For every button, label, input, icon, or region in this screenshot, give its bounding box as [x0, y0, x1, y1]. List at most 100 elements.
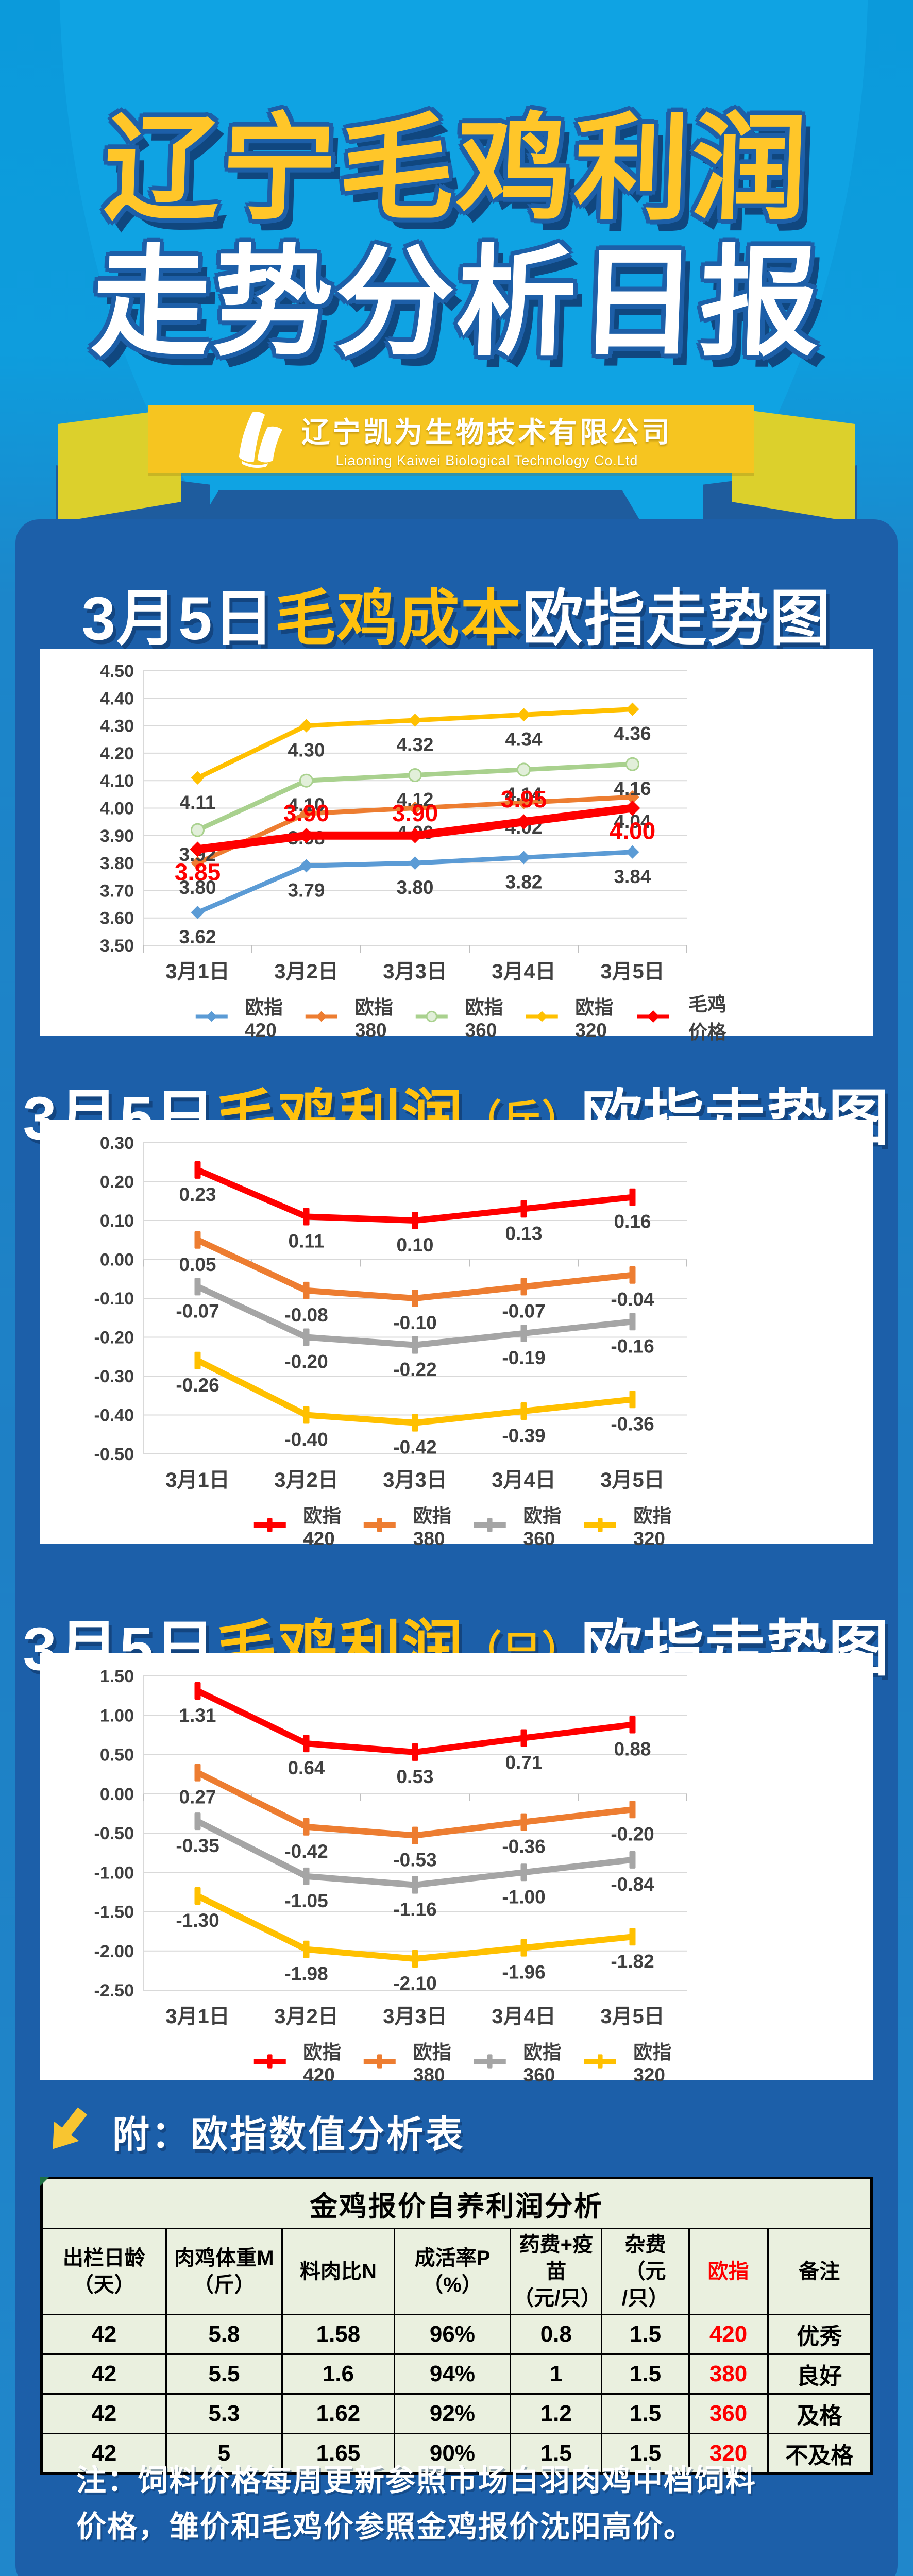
svg-text:3.62: 3.62	[179, 926, 216, 947]
svg-text:-0.19: -0.19	[502, 1347, 545, 1368]
svg-text:0.10: 0.10	[100, 1211, 134, 1231]
svg-text:-2.10: -2.10	[393, 1973, 436, 1994]
svg-text:0.00: 0.00	[100, 1785, 134, 1804]
svg-text:-0.35: -0.35	[176, 1835, 219, 1856]
legend-marker-icon	[253, 2054, 286, 2069]
legend-marker-icon	[526, 1011, 558, 1022]
company-name-block: 辽宁凯为生物技术有限公司 Liaoning Kaiwei Biological …	[301, 409, 672, 469]
svg-text:3.50: 3.50	[100, 936, 134, 956]
svg-text:1.31: 1.31	[179, 1705, 216, 1726]
svg-text:-2.00: -2.00	[94, 1942, 134, 1961]
svg-text:-0.42: -0.42	[393, 1437, 436, 1458]
legend-item-欧指360: 欧指360	[459, 1500, 565, 1550]
svg-text:-1.50: -1.50	[94, 1903, 134, 1922]
svg-text:4.50: 4.50	[100, 662, 134, 681]
legend-item-欧指360: 欧指360	[459, 2037, 565, 2086]
table-cell: 良好	[767, 2353, 873, 2395]
legend-label: 欧指360	[465, 996, 503, 1041]
legend-item-毛鸡价格: 毛鸡价格	[620, 989, 733, 1044]
table-cell: 1.62	[281, 2393, 395, 2434]
legend-item-欧指380: 欧指380	[290, 992, 396, 1041]
svg-text:0.50: 0.50	[100, 1745, 134, 1765]
svg-text:-1.00: -1.00	[94, 1863, 134, 1883]
legend-item-欧指380: 欧指380	[348, 1500, 454, 1550]
table-cell: 380	[688, 2353, 769, 2395]
svg-text:-1.82: -1.82	[611, 1951, 654, 1972]
table-cell: 1	[510, 2353, 603, 2395]
profit-zhi-chart-legend: 欧指420 欧指380 欧指360 欧指320	[40, 2042, 873, 2086]
svg-text:-0.04: -0.04	[611, 1289, 654, 1310]
legend-item-欧指320: 欧指320	[569, 1500, 675, 1550]
svg-text:-0.42: -0.42	[284, 1841, 328, 1862]
svg-text:3.90: 3.90	[392, 800, 438, 826]
svg-text:4.32: 4.32	[396, 734, 433, 755]
svg-text:0.71: 0.71	[505, 1752, 542, 1773]
svg-text:-2.50: -2.50	[94, 1981, 134, 2001]
svg-text:3月5日: 3月5日	[600, 960, 665, 983]
svg-text:-0.22: -0.22	[393, 1359, 436, 1380]
svg-text:3.60: 3.60	[100, 909, 134, 928]
poster-title-line1: 辽宁毛鸡利润	[102, 105, 811, 233]
legend-label: 欧指420	[245, 996, 283, 1041]
svg-text:3月2日: 3月2日	[274, 2005, 339, 2028]
svg-text:0.30: 0.30	[100, 1133, 134, 1153]
legend-marker-icon	[584, 2054, 616, 2069]
svg-text:0.11: 0.11	[289, 1230, 325, 1251]
company-name-cn: 辽宁凯为生物技术有限公司	[301, 416, 672, 448]
table-cell: 1.2	[510, 2393, 603, 2434]
table-row: 42 5 1.65 90% 1.5 1.5 320 不及格	[41, 2433, 873, 2475]
legend-marker-icon	[584, 1517, 616, 1532]
svg-text:-1.30: -1.30	[176, 1910, 219, 1931]
table-cell: 42	[41, 2353, 167, 2395]
svg-text:-0.36: -0.36	[611, 1413, 654, 1434]
title-part: 3月5日	[81, 585, 275, 653]
legend-label: 欧指380	[413, 2041, 451, 2086]
legend-label: 欧指360	[523, 2041, 562, 2086]
svg-text:4.12: 4.12	[396, 789, 433, 810]
svg-text:0.23: 0.23	[179, 1184, 216, 1205]
table-cell: 1.5	[601, 2393, 690, 2434]
table-cell: 360	[688, 2393, 769, 2434]
svg-text:4.40: 4.40	[100, 689, 134, 708]
svg-text:-0.07: -0.07	[502, 1300, 545, 1321]
profit-jin-trend-chart: 0.30 0.20 0.10 0.00 -0.10 -0.20 -0.30 -0.40 -0.5…	[94, 1133, 687, 1492]
company-name-en: Liaoning Kaiwei Biological Technology Co…	[335, 453, 638, 468]
table-header-cell: 杂费（元 /只）	[601, 2228, 690, 2315]
legend-marker-icon	[364, 1517, 396, 1532]
svg-text:4.10: 4.10	[288, 794, 325, 816]
svg-text:3月4日: 3月4日	[492, 2005, 556, 2028]
svg-text:0.20: 0.20	[100, 1173, 134, 1192]
svg-text:-0.53: -0.53	[393, 1850, 436, 1871]
svg-text:3.95: 3.95	[501, 786, 547, 812]
x-axis-labels: 3月1日 3月2日 3月3日 3月4日 3月5日	[165, 1469, 665, 1492]
profit-jin-chart-card: 0.30 0.20 0.10 0.00 -0.10 -0.20 -0.30 -0.40 -0.5…	[40, 1120, 873, 1549]
table-header-cell: 药费+疫苗 （元/只）	[510, 2228, 603, 2315]
content-panel: 3月5日毛鸡成本欧指走势图 4.50 4.40 4.30 4.20 4.10 4.00 3.…	[15, 519, 898, 2576]
svg-text:0.16: 0.16	[614, 1211, 651, 1232]
svg-text:0.88: 0.88	[614, 1739, 651, 1760]
table-cell: 及格	[767, 2393, 873, 2434]
legend-item-欧指360: 欧指360	[400, 992, 506, 1041]
arrow-down-right-icon	[53, 2107, 88, 2149]
title-part: 毛鸡成本	[275, 585, 522, 653]
table-header-row: 出栏日龄 （天） 肉鸡体重M （斤） 料肉比N 成活率P （%） 药费+疫苗 （元/只）…	[41, 2228, 873, 2315]
series-欧指380: 0.05 -0.08 -0.10 -0.07 -0.04	[179, 1231, 654, 1333]
cost-chart-legend: 欧指420 欧指380 欧指360 欧指320 毛鸡价格	[40, 994, 873, 1043]
svg-text:-0.08: -0.08	[284, 1304, 328, 1326]
svg-text:0.53: 0.53	[396, 1766, 433, 1787]
poster-title-line2: 走势分析日报	[89, 236, 824, 370]
table-row: 42 5.3 1.62 92% 1.2 1.5 360 及格	[41, 2393, 873, 2434]
legend-item-欧指420: 欧指420	[239, 2037, 345, 2086]
svg-text:-0.39: -0.39	[502, 1425, 545, 1446]
note-text: 注：饲料价格每周更新参照市场白羽肉鸡中档饲料价格，雏价和毛鸡价参照金鸡报价沈阳高…	[76, 2464, 757, 2544]
series-毛鸡价格: 3.85 3.90 3.90 3.95 4.00	[175, 786, 656, 885]
svg-text:3.80: 3.80	[100, 854, 134, 873]
svg-text:3月1日: 3月1日	[165, 2005, 230, 2028]
gridlines-and-axes: 1.50 1.00 0.50 0.00 -0.50 -1.00 -1.50 -2.00 -2.5…	[94, 1667, 687, 2001]
svg-text:3月5日: 3月5日	[600, 2005, 665, 2028]
svg-text:-1.16: -1.16	[393, 1899, 436, 1920]
svg-text:0.10: 0.10	[396, 1234, 433, 1256]
legend-marker-icon	[637, 1010, 670, 1023]
svg-text:4.20: 4.20	[100, 744, 134, 764]
series-欧指320: 4.11 4.30 4.32 4.34 4.36	[180, 702, 651, 813]
